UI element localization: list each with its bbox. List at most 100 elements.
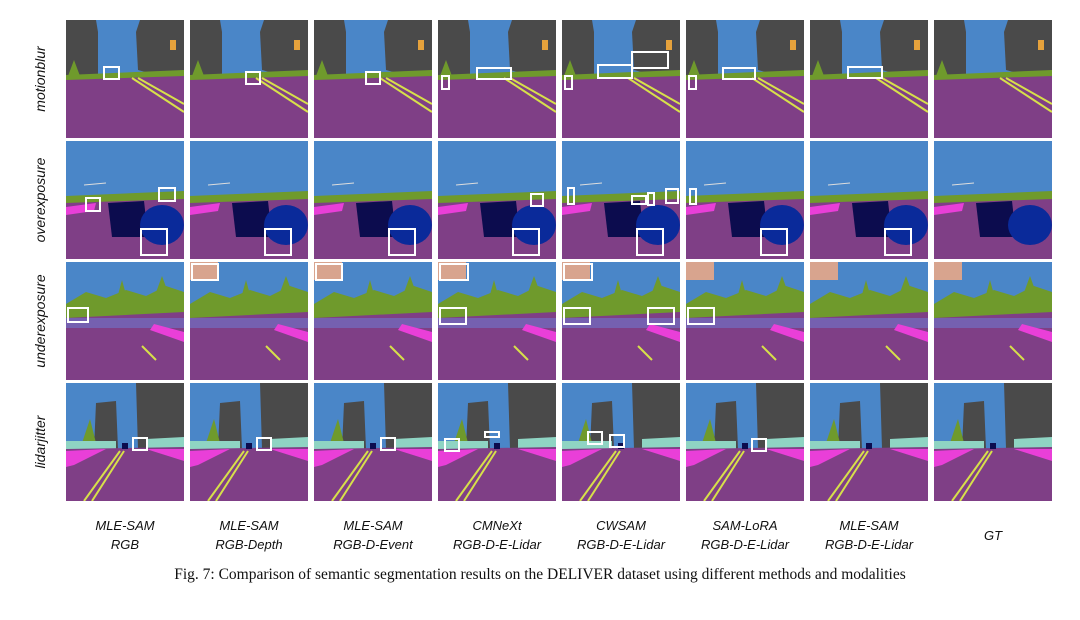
road-region [562,76,680,138]
segmentation-image [190,141,308,259]
sidewalk-region [438,203,468,215]
highlight-box [751,438,767,452]
lane-marking [513,345,529,361]
highlight-box [85,197,101,212]
row-label-text: underexposure [32,274,48,368]
road-region [686,76,804,138]
tree [330,419,344,443]
tree [526,276,542,298]
lane-marking [463,450,497,501]
tree [736,280,748,302]
highlight-box [847,66,883,79]
lane-marking [757,77,804,105]
sidewalk-region [646,324,680,342]
road-region [190,76,308,138]
traffic-light [542,40,548,50]
lane-marking [703,450,741,501]
segmentation-image [934,262,1052,380]
ground-patch [810,262,838,280]
segmentation-image [314,20,432,138]
segmentation-image [810,141,928,259]
tree [364,280,376,302]
lane-marking [339,450,373,501]
traffic-light [1038,40,1044,50]
lane-marking [207,450,245,501]
building-region [880,20,928,75]
building-region [136,20,184,75]
highlight-box [439,263,469,281]
tree [860,280,872,302]
segmentation-image [810,383,928,501]
lane-marking [1009,345,1025,361]
column-label: MLE-SAM RGB-D-Event [308,516,438,554]
lane-marking [579,450,617,501]
vehicle-region [636,205,680,245]
highlight-box [564,75,573,90]
method-name: MLE-SAM [219,518,279,533]
highlight-box [631,195,647,205]
modality-name: RGB-Depth [215,537,283,552]
segmentation-image [66,141,184,259]
road-edge-region [66,318,184,328]
tree [278,276,294,298]
method-name: MLE-SAM [839,518,899,533]
building-region [260,20,308,75]
row-label-motionblur: motionblur [20,20,60,138]
vehicle-region [990,443,996,449]
building-region [880,383,928,453]
vehicle-region [604,201,644,237]
sidewalk-region [274,324,308,342]
pole [83,182,107,186]
sidewalk-region [66,203,96,215]
lane-marking [379,77,432,113]
sidewalk-region [810,203,840,215]
ground-patch [686,262,714,280]
pole [455,182,479,186]
lane-marking [385,77,432,105]
sidewalk-region [150,324,184,342]
lane-marking [215,450,249,501]
ground-patch [562,262,590,280]
sidewalk-region [314,449,354,467]
lane-marking [91,450,125,501]
highlight-box [567,187,575,205]
road-region [190,447,308,501]
highlight-box [647,192,655,206]
highlight-box [444,438,460,452]
modality-name: RGB [110,537,140,552]
highlight-box [439,307,467,325]
segmentation-image [934,383,1052,501]
lane-marking [881,77,928,105]
sidewalk-region [642,449,680,461]
segmentation-image [810,262,928,380]
building-region [384,383,432,453]
tree [1022,276,1038,298]
column-label: SAM-LoRA RGB-D-E-Lidar [680,516,810,554]
sidewalk-region [398,324,432,342]
highlight-box [380,437,396,451]
traffic-light [914,40,920,50]
vehicle-region [122,443,128,449]
pole [331,182,355,186]
tree [154,276,170,298]
highlight-box [722,67,756,80]
building-region [756,383,804,453]
road-region [810,447,928,501]
sidewalk-region [146,449,184,461]
tree [316,60,328,76]
road-edge-region [190,318,308,328]
traffic-light [790,40,796,50]
lane-marking [959,450,993,501]
tree [826,419,840,443]
vehicle-region [356,201,396,237]
highlight-box [587,431,603,445]
building-region [632,383,680,453]
sidewalk-region [770,324,804,342]
segmentation-image [66,20,184,138]
road-region [66,447,184,501]
road-region [562,447,680,501]
highlight-box [563,263,593,281]
lane-marking [885,345,901,361]
highlight-box [158,187,176,202]
